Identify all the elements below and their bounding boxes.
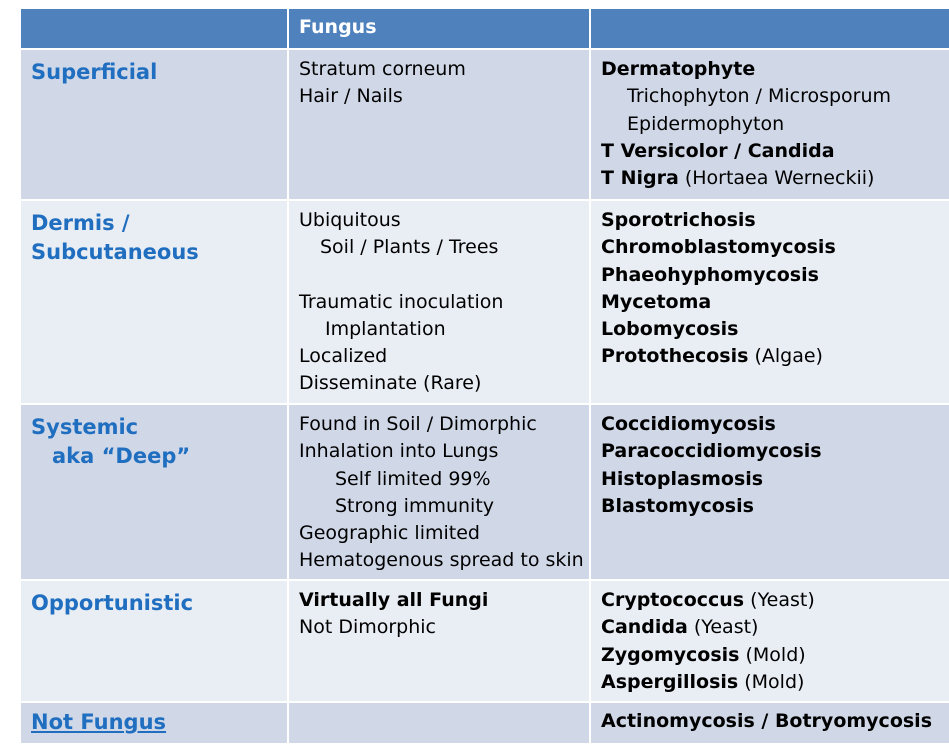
examples-cell: Dermatophyte Trichophyton / Microsporum … (589, 48, 949, 201)
fungus-line: Virtually all Fungi (299, 589, 489, 611)
example-line: Protothecosis (Algae) (601, 345, 823, 368)
fungus-cell: Virtually all Fungi Not Dimorphic (287, 579, 591, 703)
category-cell: Superficial (19, 48, 289, 201)
example-line: Dermatophyte (601, 58, 756, 80)
example-line: Trichophyton / Microsporum (627, 85, 892, 108)
header-cell-fungus: Fungus (287, 7, 591, 50)
example-line: Candida (Yeast) (601, 616, 759, 639)
category-label: Subcutaneous (31, 240, 199, 264)
fungus-line: Not Dimorphic (299, 616, 437, 639)
fungus-line: Stratum corneum (299, 58, 466, 80)
fungus-cell (287, 701, 591, 745)
fungus-line: Traumatic inoculation (299, 290, 504, 313)
example-line: Coccidiomycosis (601, 413, 776, 435)
example-line: Zygomycosis (Mold) (601, 643, 806, 666)
fungus-line: Ubiquitous (299, 209, 401, 231)
category-label: Opportunistic (31, 591, 194, 615)
example-line: Sporotrichosis (601, 209, 756, 231)
fungus-line: Localized (299, 345, 388, 368)
table-row-dermis-subcutaneous: Dermis / Subcutaneous Ubiquitous Soil / … (19, 199, 949, 405)
example-line: Actinomycosis / Botryomycosis (601, 710, 932, 732)
fungus-line: Inhalation into Lungs (299, 440, 499, 463)
fungus-line: Found in Soil / Dimorphic (299, 413, 537, 435)
fungus-cell: Stratum corneum Hair / Nails (287, 48, 591, 201)
examples-cell: Coccidiomycosis Paracoccidiomycosis Hist… (589, 403, 949, 581)
fungus-line: Geographic limited (299, 522, 480, 545)
category-label: Systemic (31, 415, 139, 439)
example-line: Epidermophyton (627, 112, 785, 135)
example-line: T Nigra (Hortaea Werneckii) (601, 167, 875, 190)
fungus-line: Hair / Nails (299, 85, 403, 108)
fungus-cell: Ubiquitous Soil / Plants / Trees Traumat… (287, 199, 591, 405)
category-cell: Systemic aka “Deep” (19, 403, 289, 581)
fungal-infection-table: Fungus Superficial Stratum corneum Hair … (19, 7, 949, 745)
category-label: aka “Deep” (52, 444, 191, 468)
example-line: T Versicolor / Candida (601, 139, 835, 162)
example-line: Histoplasmosis (601, 467, 764, 490)
header-cell-category (19, 7, 289, 50)
category-label: Dermis / (31, 211, 130, 235)
example-line: Blastomycosis (601, 494, 754, 517)
examples-cell: Cryptococcus (Yeast) Candida (Yeast) Zyg… (589, 579, 949, 703)
header-cell-examples (589, 7, 949, 50)
table-row-not-fungus: Not Fungus Actinomycosis / Botryomycosis (19, 701, 949, 745)
fungus-line: Self limited 99% (335, 467, 491, 490)
examples-cell: Sporotrichosis Chromoblastomycosis Phaeo… (589, 199, 949, 405)
example-line: Cryptococcus (Yeast) (601, 589, 815, 611)
fungus-line: Hematogenous spread to skin (299, 549, 584, 572)
category-cell: Opportunistic (19, 579, 289, 703)
example-line: Phaeohyphomycosis (601, 263, 819, 286)
category-label: Superficial (31, 60, 158, 84)
example-line: Paracoccidiomycosis (601, 440, 822, 463)
example-line: Aspergillosis (Mold) (601, 670, 805, 693)
fungus-line: Implantation (325, 317, 446, 340)
fungus-line: Soil / Plants / Trees (320, 236, 499, 259)
table-header-row: Fungus (19, 7, 949, 50)
category-cell: Not Fungus (19, 701, 289, 745)
table-row-opportunistic: Opportunistic Virtually all Fungi Not Di… (19, 579, 949, 703)
category-cell: Dermis / Subcutaneous (19, 199, 289, 405)
examples-cell: Actinomycosis / Botryomycosis (589, 701, 949, 745)
fungus-cell: Found in Soil / Dimorphic Inhalation int… (287, 403, 591, 581)
example-line: Chromoblastomycosis (601, 236, 836, 259)
fungus-line: Strong immunity (335, 494, 495, 517)
table-row-systemic: Systemic aka “Deep” Found in Soil / Dimo… (19, 403, 949, 581)
fungus-line: Disseminate (Rare) (299, 372, 482, 395)
table-row-superficial: Superficial Stratum corneum Hair / Nails… (19, 48, 949, 201)
example-line: Mycetoma (601, 290, 712, 313)
not-fungus-link[interactable]: Not Fungus (31, 710, 167, 734)
example-line: Lobomycosis (601, 318, 739, 341)
spacer (299, 262, 579, 289)
